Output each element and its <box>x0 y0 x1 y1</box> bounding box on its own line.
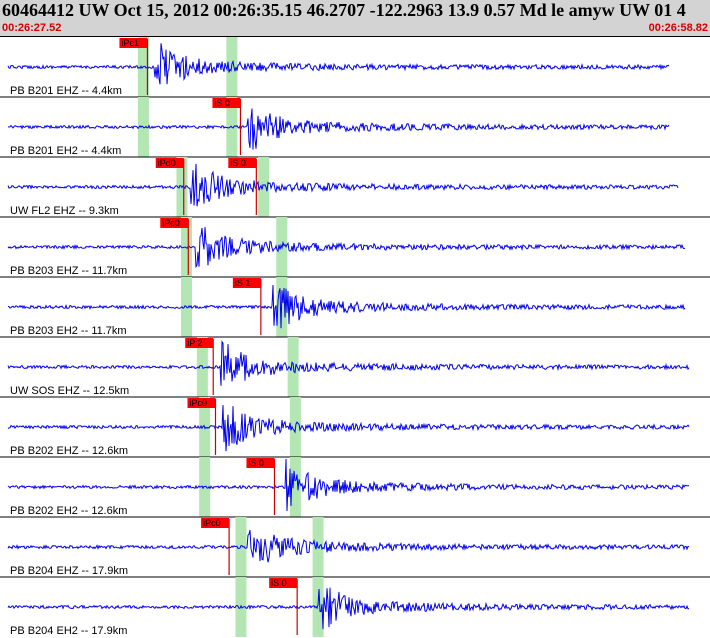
waveform-trace <box>7 405 690 452</box>
station-label: PB B203 EH2 -- 11.7km <box>10 325 127 337</box>
event-header: 60464412 UW Oct 15, 2012 00:26:35.15 46.… <box>0 0 710 37</box>
waveform-trace <box>7 108 670 150</box>
pick-window-band <box>181 217 193 277</box>
station-label: UW FL2 EHZ -- 9.3km <box>10 205 119 217</box>
pick-label-box[interactable] <box>187 398 216 408</box>
pick-label: iS 0 <box>214 98 230 108</box>
pick-label: iPc0 <box>203 518 221 528</box>
event-title: 60464412 UW Oct 15, 2012 00:26:35.15 46.… <box>2 0 686 20</box>
channel-lane[interactable]: iS 1 PB B203 EH2 -- 11.7km <box>0 277 710 338</box>
channel-lane[interactable]: iPc0 PB B203 EHZ -- 11.7km <box>0 217 710 278</box>
pick-label: iPd0 <box>158 158 176 168</box>
channel-lane[interactable]: iS 0 PB B202 EH2 -- 12.6km <box>0 457 710 518</box>
station-label: PB B204 EHZ -- 17.9km <box>10 565 128 577</box>
station-label: PB B204 EH2 -- 17.9km <box>10 625 127 637</box>
channel-lane[interactable]: iPc1 PB B201 EHZ -- 4.4km <box>0 37 710 98</box>
pick-label: iPc0 <box>189 398 207 408</box>
station-label: PB B201 EHZ -- 4.4km <box>10 85 122 97</box>
channel-lane[interactable]: iPd0 iS 0 UW FL2 EHZ -- 9.3km <box>0 157 710 218</box>
channel-lane[interactable]: iS 0 PB B201 EH2 -- 4.4km <box>0 97 710 158</box>
channel-lane[interactable]: iPc0 PB B204 EHZ -- 17.9km <box>0 517 710 578</box>
pick-label-box[interactable] <box>185 338 214 348</box>
pick-label-box[interactable] <box>119 38 148 48</box>
time-start-label: 00:26:27.52 <box>2 22 62 34</box>
pick-label: iPc1 <box>121 38 139 48</box>
pick-label-box[interactable] <box>160 218 189 228</box>
station-label: PB B201 EH2 -- 4.4km <box>10 145 121 157</box>
pick-label-box[interactable] <box>155 158 184 168</box>
pick-label-box[interactable] <box>212 98 241 108</box>
waveform-trace <box>7 340 690 386</box>
pick-window-band <box>312 577 324 637</box>
pick-label: iS 0 <box>248 458 264 468</box>
waveform-trace <box>7 163 679 207</box>
time-end-label: 00:26:58.82 <box>648 22 708 34</box>
station-label: PB B202 EHZ -- 12.6km <box>10 445 128 457</box>
station-label: PB B203 EHZ -- 11.7km <box>10 265 127 277</box>
pick-label-box[interactable] <box>232 278 261 288</box>
channel-lane[interactable]: iP 2 UW SOS EHZ -- 12.5km <box>0 337 710 398</box>
pick-label-box[interactable] <box>201 518 230 528</box>
waveform-trace <box>7 43 670 85</box>
waveform-trace <box>7 227 686 269</box>
pick-label: iPc0 <box>162 218 180 228</box>
channel-lane[interactable]: iPc0 PB B202 EHZ -- 12.6km <box>0 397 710 458</box>
pick-window-band <box>289 457 301 517</box>
pick-label-box[interactable] <box>269 578 298 588</box>
pick-label: iP 2 <box>187 338 202 348</box>
pick-window-band <box>258 157 270 217</box>
waveform-trace <box>7 529 690 563</box>
channel-lane[interactable]: iS 0 PB B204 EH2 -- 17.9km <box>7 577 690 637</box>
pick-label: iS 0 <box>230 158 246 168</box>
pick-label: iS 0 <box>271 578 287 588</box>
pick-label-box[interactable] <box>246 458 275 468</box>
pick-label-box[interactable] <box>228 158 257 168</box>
seismogram-panel[interactable]: iPc1 PB B201 EHZ -- 4.4km iS 0 PB B201 EH2 … <box>0 37 710 638</box>
waveform-trace <box>7 587 690 630</box>
station-label: UW SOS EHZ -- 12.5km <box>10 385 129 397</box>
pick-label: iS 1 <box>235 278 251 288</box>
waveform-trace <box>7 458 690 512</box>
station-label: PB B202 EH2 -- 12.6km <box>10 505 127 517</box>
waveform-trace <box>7 284 686 329</box>
